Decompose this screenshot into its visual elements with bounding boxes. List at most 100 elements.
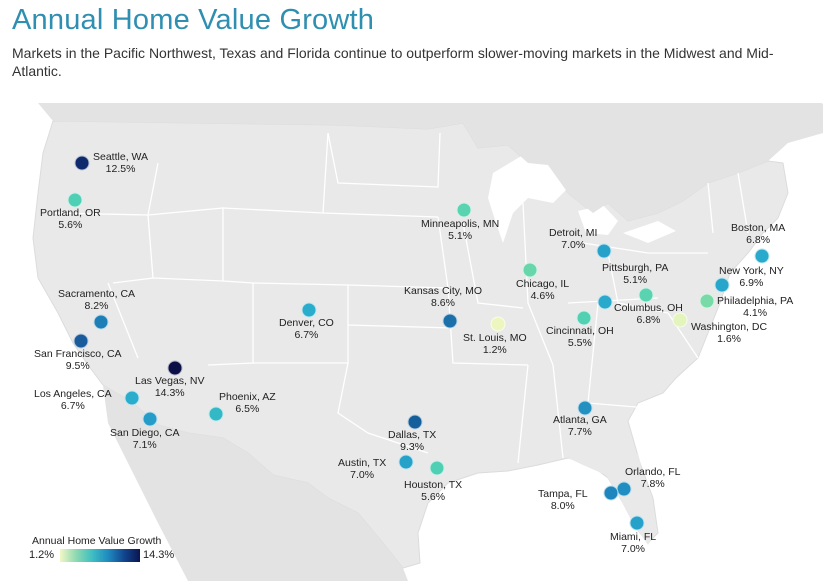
city-name: San Diego, CA <box>110 427 180 439</box>
city-name: Cincinnati, OH <box>546 325 614 337</box>
city-value: 1.6% <box>717 333 741 345</box>
city-label-phoenix-az: Phoenix, AZ 6.5% <box>219 391 276 415</box>
city-value: 9.5% <box>65 360 90 372</box>
city-label-tampa-fl: Tampa, FL 8.0% <box>538 488 588 512</box>
city-name: Pittsburgh, PA <box>602 262 669 274</box>
watermark-text: 乌鸦上尉 <box>728 541 789 558</box>
city-marker-columbus-oh[interactable] <box>597 294 613 310</box>
city-name: San Francisco, CA <box>34 348 122 360</box>
city-label-columbus-oh: Columbus, OH 6.8% <box>614 302 683 326</box>
city-name: Los Angeles, CA <box>34 388 112 400</box>
city-marker-houston-tx[interactable] <box>429 460 445 476</box>
city-value: 7.0% <box>561 239 586 251</box>
city-name: Seattle, WA <box>93 151 149 163</box>
city-marker-washington-dc[interactable] <box>672 312 688 328</box>
city-name: Houston, TX <box>404 479 463 491</box>
city-marker-cincinnati-oh[interactable] <box>576 310 592 326</box>
city-value: 6.7% <box>294 329 319 341</box>
city-marker-los-angeles-ca[interactable] <box>124 390 140 406</box>
city-label-philadelphia-pa: Philadelphia, PA 4.1% <box>717 295 793 319</box>
city-marker-miami-fl[interactable] <box>629 515 645 531</box>
city-marker-sacramento-ca[interactable] <box>93 314 109 330</box>
city-marker-minneapolis-mn[interactable] <box>456 202 472 218</box>
city-marker-phoenix-az[interactable] <box>208 406 224 422</box>
city-value: 6.9% <box>739 277 764 289</box>
city-label-las-vegas-nv: Las Vegas, NV 14.3% <box>135 375 204 399</box>
us-map <box>8 103 823 581</box>
city-marker-atlanta-ga[interactable] <box>577 400 593 416</box>
city-marker-san-francisco-ca[interactable] <box>73 333 89 349</box>
city-marker-detroit-mi[interactable] <box>596 243 612 259</box>
city-label-seattle-wa: Seattle, WA 12.5% <box>93 151 148 175</box>
city-marker-tampa-fl[interactable] <box>603 485 619 501</box>
city-label-sacramento-ca: Sacramento, CA 8.2% <box>58 288 135 312</box>
city-name: Dallas, TX <box>388 429 437 441</box>
city-name: New York, NY <box>719 265 784 277</box>
city-name: Minneapolis, MN <box>421 218 500 230</box>
city-label-san-francisco-ca: San Francisco, CA 9.5% <box>34 348 122 372</box>
city-name: Sacramento, CA <box>58 288 136 300</box>
city-label-orlando-fl: Orlando, FL 7.8% <box>625 466 680 490</box>
city-value: 7.0% <box>621 543 646 555</box>
city-name: Las Vegas, NV <box>135 375 205 387</box>
city-label-portland-or: Portland, OR 5.6% <box>40 207 101 231</box>
city-marker-san-diego-ca[interactable] <box>142 411 158 427</box>
city-label-san-diego-ca: San Diego, CA 7.1% <box>110 427 179 451</box>
city-name: Austin, TX <box>338 457 387 469</box>
mexico-land <box>103 385 408 581</box>
city-marker-new-york-ny[interactable] <box>714 277 730 293</box>
city-marker-st-louis-mo[interactable] <box>490 316 506 332</box>
city-value: 1.2% <box>482 344 507 356</box>
city-label-new-york-ny: New York, NY 6.9% <box>719 265 784 289</box>
city-name: Miami, FL <box>610 531 657 543</box>
city-value: 4.6% <box>530 290 555 302</box>
city-name: Detroit, MI <box>549 227 598 239</box>
city-value: 8.6% <box>431 297 455 309</box>
city-name: Tampa, FL <box>538 488 588 500</box>
legend-color-bar <box>60 549 140 562</box>
city-marker-portland-or[interactable] <box>67 192 83 208</box>
city-marker-denver-co[interactable] <box>301 302 317 318</box>
city-label-detroit-mi: Detroit, MI 7.0% <box>549 227 597 251</box>
city-marker-kansas-city-mo[interactable] <box>442 313 458 329</box>
city-marker-pittsburgh-pa[interactable] <box>638 287 654 303</box>
city-name: Philadelphia, PA <box>717 295 794 307</box>
city-name: Denver, CO <box>279 317 334 329</box>
city-name: Kansas City, MO <box>404 285 482 297</box>
city-name: Boston, MA <box>731 222 786 234</box>
city-name: Phoenix, AZ <box>219 391 276 403</box>
city-value: 5.1% <box>623 274 648 286</box>
city-value: 5.6% <box>58 219 83 231</box>
city-marker-las-vegas-nv[interactable] <box>167 360 183 376</box>
city-value: 4.1% <box>743 307 768 319</box>
city-label-boston-ma: Boston, MA 6.8% <box>731 222 785 246</box>
city-value: 7.7% <box>567 426 592 438</box>
legend-min: 1.2% <box>29 549 55 561</box>
city-label-dallas-tx: Dallas, TX 9.3% <box>388 429 436 453</box>
city-marker-philadelphia-pa[interactable] <box>699 293 715 309</box>
city-label-chicago-il: Chicago, IL 4.6% <box>516 278 569 302</box>
city-marker-seattle-wa[interactable] <box>74 155 90 171</box>
city-label-minneapolis-mn: Minneapolis, MN 5.1% <box>421 218 499 242</box>
city-name: Portland, OR <box>40 207 101 219</box>
city-value: 5.5% <box>567 337 592 349</box>
city-value: 7.1% <box>132 439 157 451</box>
city-value: 6.7% <box>60 400 85 412</box>
city-label-washington-dc: Washington, DC 1.6% <box>691 321 767 345</box>
city-marker-dallas-tx[interactable] <box>407 414 423 430</box>
city-marker-boston-ma[interactable] <box>754 248 770 264</box>
city-value: 6.8% <box>636 314 661 326</box>
city-marker-austin-tx[interactable] <box>398 454 414 470</box>
city-label-pittsburgh-pa: Pittsburgh, PA 5.1% <box>602 262 668 286</box>
city-name: Orlando, FL <box>625 466 681 478</box>
city-label-houston-tx: Houston, TX 5.6% <box>404 479 462 503</box>
city-value: 8.2% <box>84 300 109 312</box>
great-lakes <box>488 155 676 243</box>
city-label-austin-tx: Austin, TX 7.0% <box>338 457 386 481</box>
city-label-atlanta-ga: Atlanta, GA 7.7% <box>553 414 607 438</box>
city-value: 14.3% <box>154 387 185 399</box>
city-marker-chicago-il[interactable] <box>522 262 538 278</box>
legend-title: Annual Home Value Growth <box>32 535 162 547</box>
city-value: 9.3% <box>400 441 425 453</box>
legend-max: 14.3% <box>143 549 175 561</box>
